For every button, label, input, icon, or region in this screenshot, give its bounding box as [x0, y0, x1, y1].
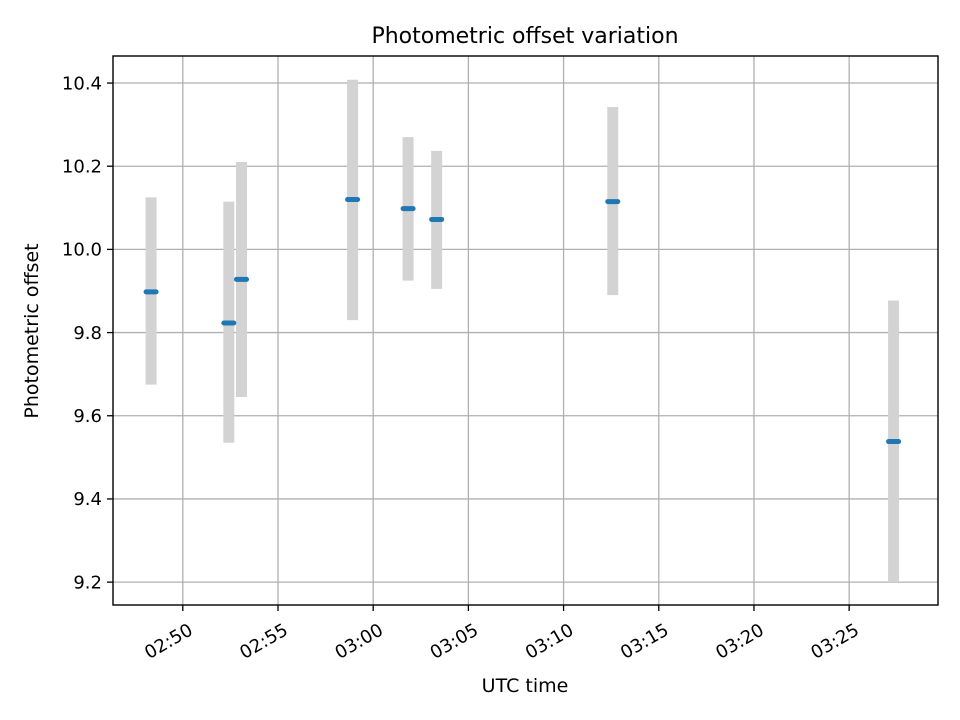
x-tick-label: 03:25 [807, 620, 862, 664]
y-tick-label: 9.8 [73, 323, 102, 344]
data-markers [143, 196, 902, 445]
y-axis-label: Photometric offset [21, 243, 43, 418]
axis-ticks: 02:50 02:55 03:00 03:05 03:10 03:15 03:20 03:25… [62, 73, 863, 663]
chart-title: Photometric offset variation [371, 24, 678, 49]
x-axis-label: UTC time [482, 675, 569, 697]
grid [113, 56, 938, 605]
error-bars [145, 79, 900, 583]
x-tick-label: 02:55 [236, 620, 291, 664]
y-tick-label: 10.0 [62, 240, 102, 261]
x-tick-label: 03:10 [522, 620, 577, 664]
x-tick-label: 02:50 [141, 620, 196, 664]
x-tick-label: 03:20 [712, 620, 767, 664]
y-tick-label: 9.4 [73, 489, 102, 510]
y-tick-label: 9.6 [73, 406, 102, 427]
x-tick-label: 03:15 [617, 620, 672, 664]
x-tick-label: 03:05 [427, 620, 482, 664]
y-tick-label: 9.2 [73, 572, 102, 593]
x-tick-label: 03:00 [331, 620, 386, 664]
y-tick-label: 10.2 [62, 157, 102, 178]
y-tick-label: 10.4 [62, 73, 102, 94]
plot-frame [112, 55, 939, 606]
